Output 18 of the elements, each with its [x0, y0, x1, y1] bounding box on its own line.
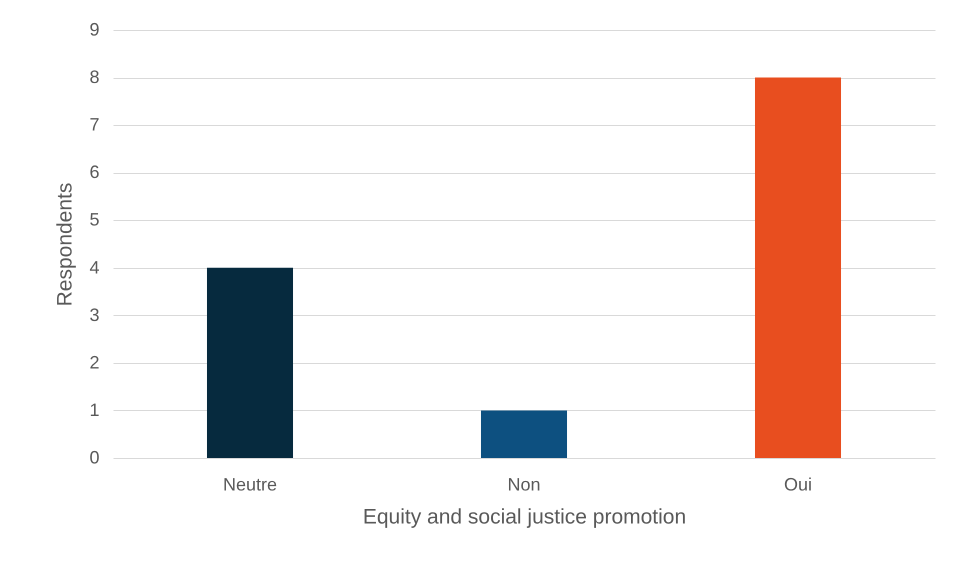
y-axis-title: Respondents	[53, 182, 76, 306]
y-tick-label: 2	[89, 352, 100, 372]
y-tick-label: 8	[89, 67, 100, 88]
bar	[480, 410, 568, 458]
x-tick-label: Neutre	[222, 474, 278, 494]
bar	[206, 268, 294, 458]
y-tick-label: 6	[89, 162, 100, 182]
x-tick-label: Non	[507, 474, 541, 494]
x-axis-title: Equity and social justice promotion	[362, 506, 686, 528]
y-tick-label: 5	[89, 210, 100, 230]
y-tick-label: 3	[89, 304, 100, 325]
y-tick-label: 9	[89, 20, 100, 40]
x-tick-label: Oui	[784, 474, 812, 494]
y-tick-label: 1	[89, 400, 100, 420]
bar	[754, 78, 842, 458]
y-tick-label: 4	[89, 257, 100, 278]
y-tick-label: 0	[89, 448, 100, 468]
y-tick-label: 7	[89, 114, 100, 135]
